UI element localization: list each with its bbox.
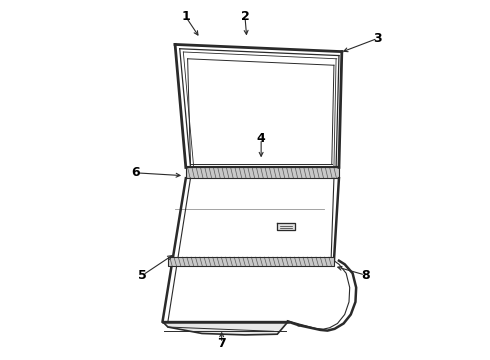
Text: 7: 7 <box>218 337 226 350</box>
Polygon shape <box>186 167 339 178</box>
Text: 2: 2 <box>241 10 249 23</box>
Text: 1: 1 <box>181 10 190 23</box>
Text: 3: 3 <box>373 32 382 45</box>
Text: 8: 8 <box>361 269 369 282</box>
Text: 6: 6 <box>131 166 140 179</box>
Text: 5: 5 <box>138 269 147 282</box>
Polygon shape <box>277 223 295 230</box>
Polygon shape <box>163 321 288 335</box>
Polygon shape <box>168 257 334 266</box>
Text: 4: 4 <box>257 132 266 145</box>
